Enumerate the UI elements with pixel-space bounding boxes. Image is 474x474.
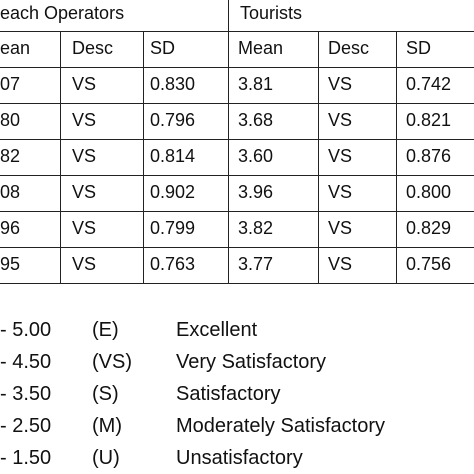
table-rule bbox=[318, 31, 319, 283]
legend-meaning: Satisfactory bbox=[176, 383, 281, 405]
table-cell: 0.742 bbox=[406, 74, 452, 94]
table-rule bbox=[0, 103, 474, 104]
table-cell: VS bbox=[328, 74, 353, 94]
table-rule bbox=[0, 67, 474, 68]
table-rule bbox=[0, 247, 474, 248]
table-cell: 3.81 bbox=[238, 74, 274, 94]
table-rule bbox=[0, 139, 474, 140]
group-header-tourists: Tourists bbox=[240, 3, 303, 23]
legend-meaning: Moderately Satisfactory bbox=[176, 415, 385, 437]
legend-row: - 2.50 (M) Moderately Satisfactory bbox=[0, 414, 474, 442]
table-cell: 95 bbox=[0, 254, 21, 274]
table-cell: VS bbox=[328, 182, 353, 202]
table-cell: 3.96 bbox=[238, 182, 274, 202]
table-rule bbox=[60, 31, 61, 283]
table-cell: 3.60 bbox=[238, 146, 274, 166]
legend-range: - 2.50 bbox=[0, 415, 52, 437]
table-cell: 0.799 bbox=[150, 218, 196, 238]
table-cell: 0.756 bbox=[406, 254, 452, 274]
table-cell: 07 bbox=[0, 74, 21, 94]
table-cell: 0.902 bbox=[150, 182, 196, 202]
col-header-sd-operators: SD bbox=[150, 38, 176, 58]
table-cell: VS bbox=[72, 146, 97, 166]
table-cell: 3.68 bbox=[238, 110, 274, 130]
legend-range: - 5.00 bbox=[0, 319, 52, 341]
table-rule bbox=[228, 0, 229, 283]
table-cell: VS bbox=[72, 218, 97, 238]
legend-row: - 5.00 (E) Excellent bbox=[0, 318, 474, 346]
table-cell: VS bbox=[328, 146, 353, 166]
table-cell: 0.814 bbox=[150, 146, 196, 166]
table-cell: 0.800 bbox=[406, 182, 452, 202]
table-cell: 3.77 bbox=[238, 254, 274, 274]
table-cell: VS bbox=[328, 218, 353, 238]
table-cell: 08 bbox=[0, 182, 21, 202]
table-cell: VS bbox=[72, 110, 97, 130]
table-cell: 96 bbox=[0, 218, 21, 238]
group-header-operators: each Operators bbox=[0, 3, 125, 23]
table-cell: VS bbox=[72, 74, 97, 94]
legend-code: (U) bbox=[92, 447, 120, 469]
col-header-sd-tourists: SD bbox=[406, 38, 432, 58]
table-cell: VS bbox=[72, 254, 97, 274]
table-rule bbox=[143, 31, 144, 283]
table-cell: 0.829 bbox=[406, 218, 452, 238]
table-cell: 0.821 bbox=[406, 110, 452, 130]
legend-code: (M) bbox=[92, 415, 122, 437]
table-cell: 0.763 bbox=[150, 254, 196, 274]
results-table: each Operators Tourists ean Desc SD Mean… bbox=[0, 0, 474, 284]
col-header-mean-tourists: Mean bbox=[238, 38, 284, 58]
legend-meaning: Very Satisfactory bbox=[176, 351, 327, 373]
table-cell: 0.796 bbox=[150, 110, 196, 130]
legend-code: (E) bbox=[92, 319, 119, 341]
table-rule bbox=[396, 31, 397, 283]
col-header-desc-operators: Desc bbox=[72, 38, 114, 58]
legend-range: - 3.50 bbox=[0, 383, 52, 405]
table-cell: 0.876 bbox=[406, 146, 452, 166]
legend-range: - 4.50 bbox=[0, 351, 52, 373]
legend-meaning: Unsatisfactory bbox=[176, 447, 303, 469]
legend-code: (S) bbox=[92, 383, 119, 405]
legend-row: - 3.50 (S) Satisfactory bbox=[0, 382, 474, 410]
table-cell: 82 bbox=[0, 146, 21, 166]
table-rule bbox=[0, 211, 474, 212]
table-cell: 80 bbox=[0, 110, 21, 130]
table-rule bbox=[0, 175, 474, 176]
table-rule bbox=[0, 31, 474, 32]
table-cell: VS bbox=[328, 254, 353, 274]
legend-meaning: Excellent bbox=[176, 319, 258, 341]
legend-row: - 1.50 (U) Unsatisfactory bbox=[0, 446, 474, 474]
legend-row: - 4.50 (VS) Very Satisfactory bbox=[0, 350, 474, 378]
legend-code: (VS) bbox=[92, 351, 132, 373]
col-header-mean-operators: ean bbox=[0, 38, 31, 58]
table-cell: 3.82 bbox=[238, 218, 274, 238]
table-cell: VS bbox=[328, 110, 353, 130]
legend-range: - 1.50 bbox=[0, 447, 52, 469]
table-cell: VS bbox=[72, 182, 97, 202]
table-cell: 0.830 bbox=[150, 74, 196, 94]
table-rule bbox=[0, 283, 474, 284]
col-header-desc-tourists: Desc bbox=[328, 38, 370, 58]
